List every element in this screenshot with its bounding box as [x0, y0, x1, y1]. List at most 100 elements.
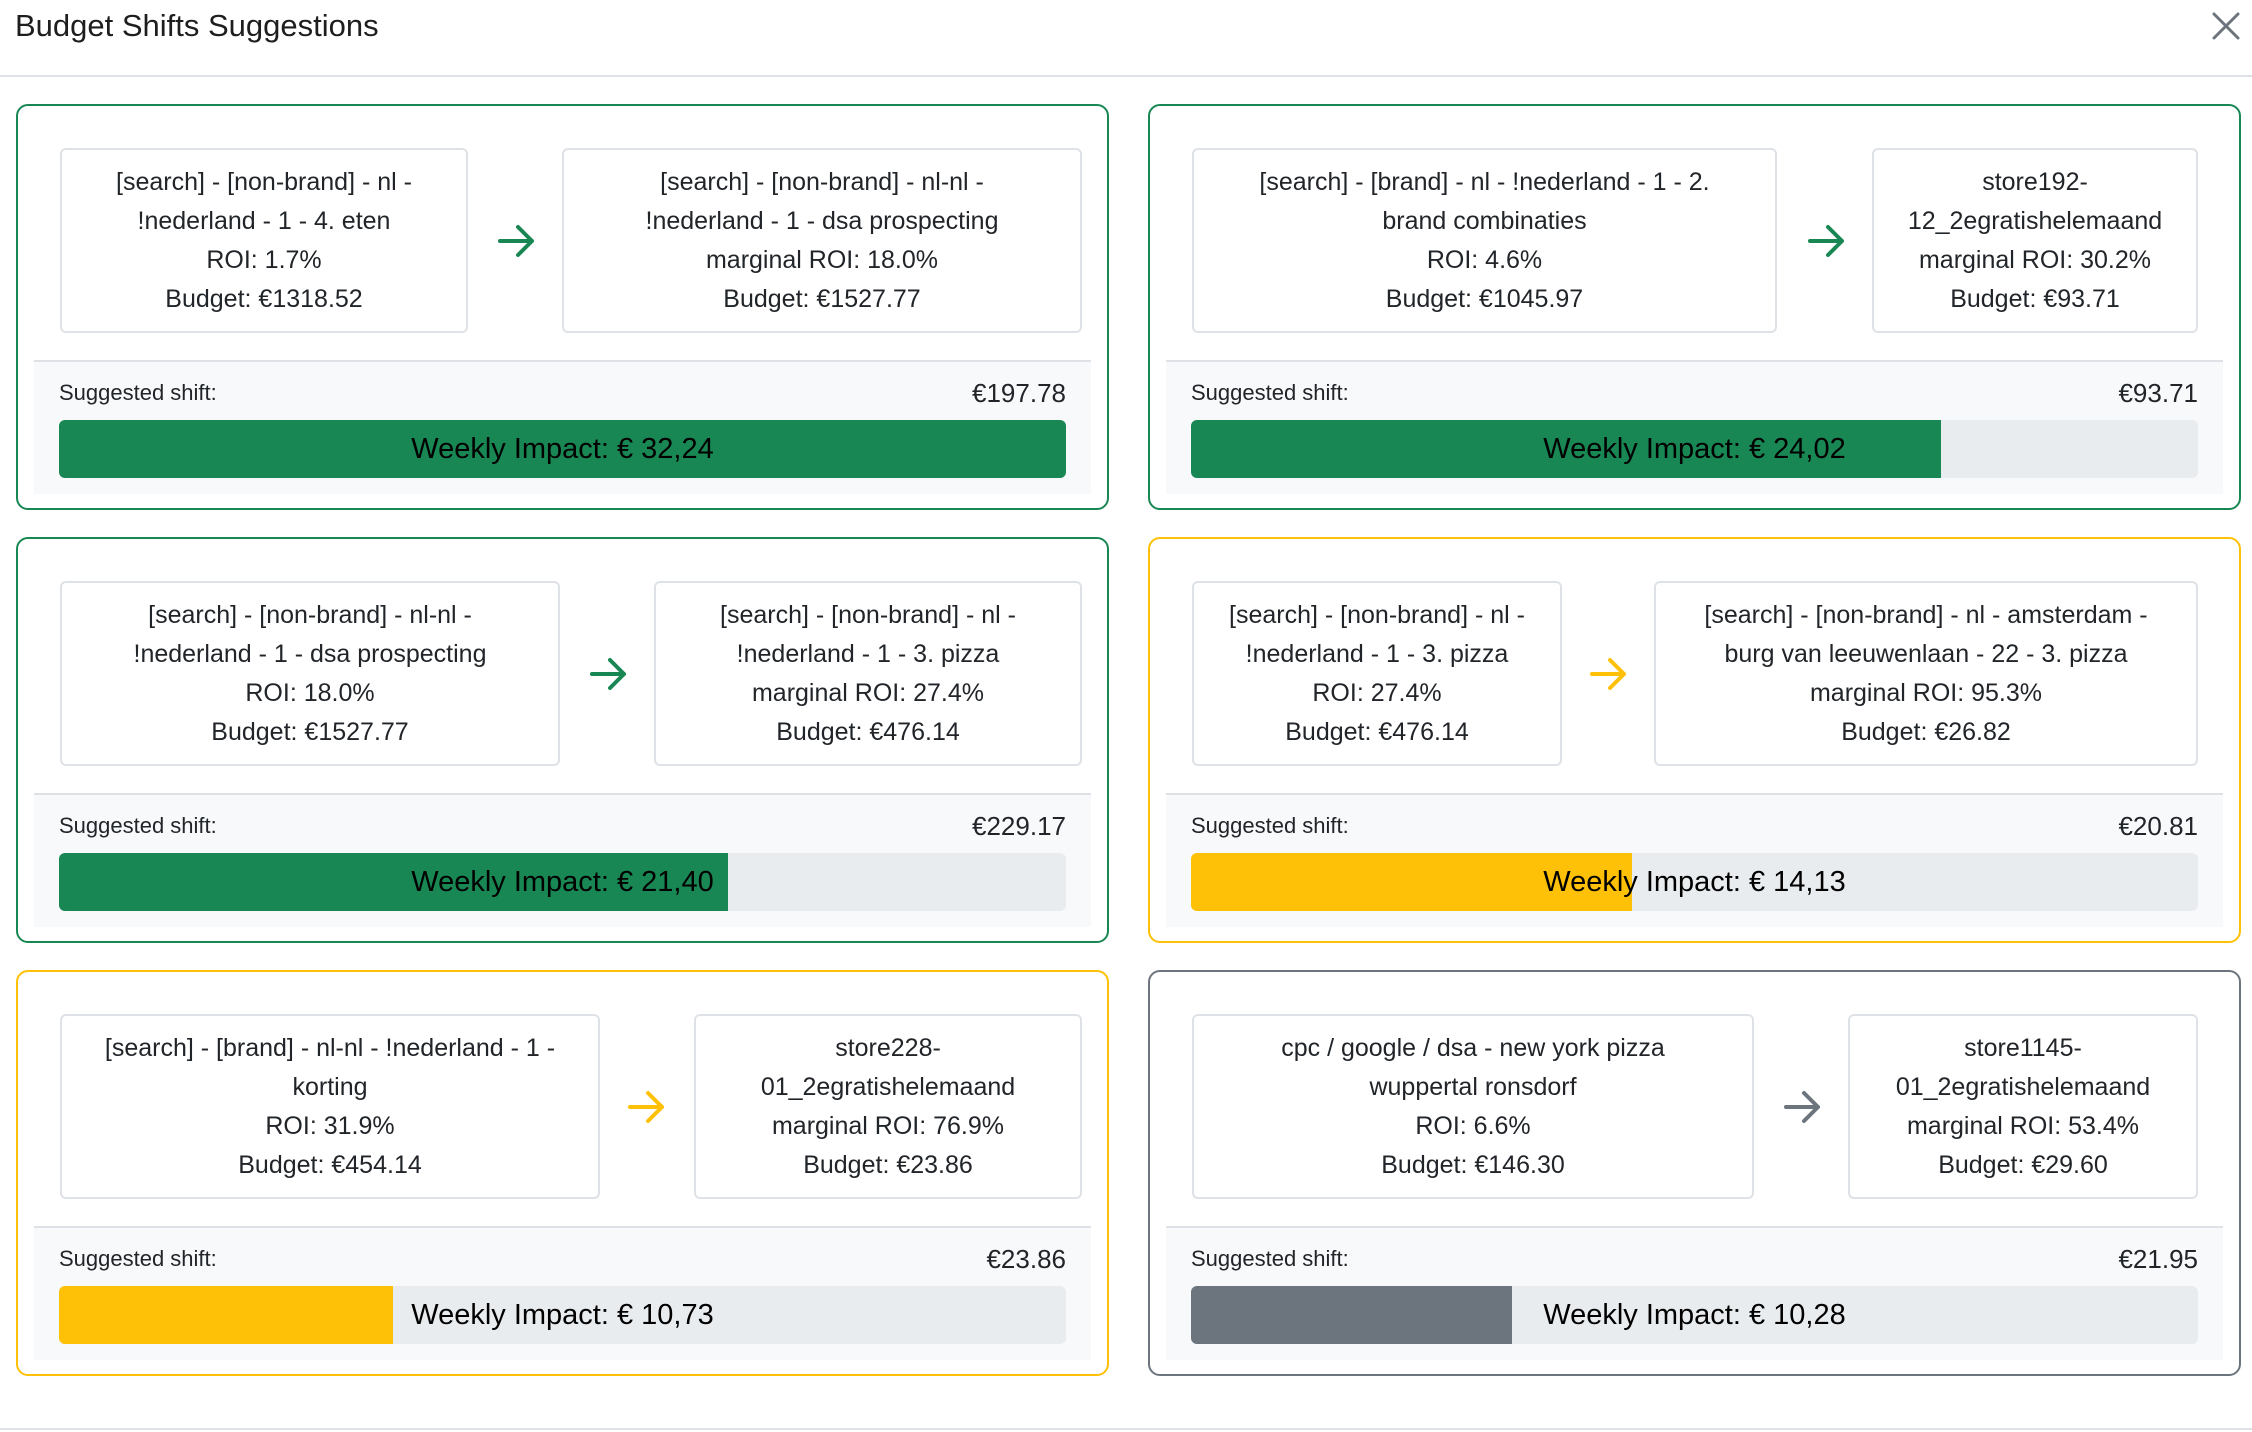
source-campaign: [search] - [non-brand] - nl-nl - !nederl…: [60, 581, 560, 766]
arrow-right-icon: [628, 1091, 664, 1123]
arrow-right-icon: [1590, 658, 1626, 690]
campaign-roi: ROI: 1.7%: [206, 245, 322, 274]
weekly-impact-progress: Weekly Impact: € 14,13: [1191, 853, 2198, 911]
target-campaign: [search] - [non-brand] - nl-nl - !nederl…: [562, 148, 1082, 333]
weekly-impact-progress: Weekly Impact: € 32,24: [59, 420, 1066, 478]
card-footer: Suggested shift: €23.86 Weekly Impact: €…: [34, 1226, 1091, 1360]
suggestion-card: [search] - [non-brand] - nl-nl - !nederl…: [16, 537, 1109, 943]
weekly-impact-label: Weekly Impact: € 10,28: [1543, 1298, 1846, 1331]
weekly-impact-label: Weekly Impact: € 10,73: [411, 1298, 714, 1331]
campaign-budget: Budget: €93.71: [1950, 284, 2120, 313]
campaign-name-line: !nederland - 1 - dsa prospecting: [133, 639, 487, 668]
campaign-name-line: [search] - [non-brand] - nl -: [720, 600, 1016, 629]
campaign-roi: marginal ROI: 95.3%: [1809, 678, 2043, 707]
campaign-roi: marginal ROI: 76.9%: [771, 1111, 1005, 1140]
progress-fill: [59, 853, 728, 911]
modal-header: Budget Shifts Suggestions: [0, 0, 2252, 77]
weekly-impact-progress: Weekly Impact: € 21,40: [59, 853, 1066, 911]
suggested-shift-value: €229.17: [972, 811, 1066, 841]
campaign-name-line: wuppertal ronsdorf: [1369, 1072, 1577, 1101]
campaign-budget: Budget: €1527.77: [211, 717, 409, 746]
campaign-roi: marginal ROI: 30.2%: [1918, 245, 2152, 274]
campaign-roi: ROI: 31.9%: [265, 1111, 395, 1140]
progress-fill: [59, 420, 1066, 478]
progress-fill: [59, 1286, 394, 1344]
campaign-roi: ROI: 6.6%: [1415, 1111, 1531, 1140]
close-icon[interactable]: [2208, 8, 2244, 44]
weekly-impact-progress: Weekly Impact: € 10,73: [59, 1286, 1066, 1344]
campaign-budget: Budget: €476.14: [1285, 717, 1469, 746]
suggested-shift-label: Suggested shift:: [59, 1246, 217, 1271]
campaign-name-line: [search] - [brand] - nl - !nederland - 1…: [1259, 167, 1710, 196]
suggested-shift-label: Suggested shift:: [1191, 1246, 1349, 1271]
source-campaign: [search] - [brand] - nl-nl - !nederland …: [60, 1014, 600, 1199]
weekly-impact-progress: Weekly Impact: € 10,28: [1191, 1286, 2198, 1344]
campaign-name-line: [search] - [non-brand] - nl -: [116, 167, 412, 196]
card-footer: Suggested shift: €197.78 Weekly Impact: …: [34, 360, 1091, 494]
target-campaign: [search] - [non-brand] - nl - amsterdam …: [1654, 581, 2198, 766]
campaign-name-line: korting: [292, 1072, 368, 1101]
suggested-shift-value: €23.86: [986, 1244, 1066, 1274]
target-campaign: store228- 01_2egratishelemaand marginal …: [694, 1014, 1082, 1199]
modal-footer-divider: [0, 1428, 2252, 1430]
campaign-name-line: brand combinaties: [1382, 206, 1587, 235]
source-campaign: [search] - [non-brand] - nl - !nederland…: [60, 148, 468, 333]
campaign-name-line: [search] - [brand] - nl-nl - !nederland …: [104, 1033, 556, 1062]
arrow-right-icon: [498, 225, 534, 257]
campaign-budget: Budget: €29.60: [1938, 1150, 2108, 1179]
campaign-budget: Budget: €26.82: [1841, 717, 2011, 746]
campaign-name-line: !nederland - 1 - 3. pizza: [1245, 639, 1509, 668]
campaign-name-line: !nederland - 1 - dsa prospecting: [645, 206, 999, 235]
suggested-shift-label: Suggested shift:: [1191, 813, 1349, 838]
campaign-budget: Budget: €454.14: [238, 1150, 422, 1179]
campaign-name-line: store228-: [835, 1033, 941, 1062]
weekly-impact-label: Weekly Impact: € 14,13: [1543, 865, 1846, 898]
card-footer: Suggested shift: €20.81 Weekly Impact: €…: [1166, 793, 2223, 927]
modal-title: Budget Shifts Suggestions: [15, 8, 379, 43]
source-campaign: cpc / google / dsa - new york pizza wupp…: [1192, 1014, 1754, 1199]
weekly-impact-progress: Weekly Impact: € 24,02: [1191, 420, 2198, 478]
weekly-impact-label: Weekly Impact: € 32,24: [411, 432, 714, 465]
campaign-name-line: cpc / google / dsa - new york pizza: [1281, 1033, 1665, 1062]
target-campaign: store192- 12_2egratishelemaand marginal …: [1872, 148, 2198, 333]
suggestion-card: [search] - [brand] - nl - !nederland - 1…: [1148, 104, 2241, 510]
campaign-roi: marginal ROI: 18.0%: [705, 245, 939, 274]
campaign-name-line: store192-: [1982, 167, 2088, 196]
campaign-budget: Budget: €1318.52: [165, 284, 363, 313]
campaign-name-line: [search] - [non-brand] - nl - amsterdam …: [1704, 600, 2148, 629]
suggested-shift-label: Suggested shift:: [59, 813, 217, 838]
campaign-roi: ROI: 27.4%: [1312, 678, 1442, 707]
campaign-roi: marginal ROI: 27.4%: [751, 678, 985, 707]
suggestion-card: [search] - [non-brand] - nl - !nederland…: [16, 104, 1109, 510]
campaign-roi: marginal ROI: 53.4%: [1906, 1111, 2140, 1140]
card-footer: Suggested shift: €21.95 Weekly Impact: €…: [1166, 1226, 2223, 1360]
progress-fill: [1191, 853, 1633, 911]
suggested-shift-label: Suggested shift:: [59, 380, 217, 405]
campaign-name-line: store1145-: [1964, 1033, 2082, 1062]
arrow-right-icon: [1808, 225, 1844, 257]
campaign-budget: Budget: €23.86: [803, 1150, 973, 1179]
suggestion-card: [search] - [brand] - nl-nl - !nederland …: [16, 970, 1109, 1376]
target-campaign: [search] - [non-brand] - nl - !nederland…: [654, 581, 1082, 766]
campaign-name-line: 01_2egratishelemaand: [1895, 1072, 2151, 1101]
weekly-impact-label: Weekly Impact: € 21,40: [411, 865, 714, 898]
source-campaign: [search] - [non-brand] - nl - !nederland…: [1192, 581, 1562, 766]
campaign-roi: ROI: 4.6%: [1426, 245, 1543, 274]
campaign-name-line: [search] - [non-brand] - nl-nl -: [660, 167, 984, 196]
suggested-shift-label: Suggested shift:: [1191, 380, 1349, 405]
campaign-name-line: [search] - [non-brand] - nl-nl -: [148, 600, 472, 629]
suggested-shift-value: €21.95: [2118, 1244, 2198, 1274]
card-footer: Suggested shift: €93.71 Weekly Impact: €…: [1166, 360, 2223, 494]
suggestion-card: cpc / google / dsa - new york pizza wupp…: [1148, 970, 2241, 1376]
campaign-budget: Budget: €476.14: [776, 717, 960, 746]
arrow-right-icon: [590, 658, 626, 690]
campaign-name-line: burg van leeuwenlaan - 22 - 3. pizza: [1724, 639, 2128, 668]
weekly-impact-label: Weekly Impact: € 24,02: [1543, 432, 1846, 465]
campaign-name-line: [search] - [non-brand] - nl -: [1229, 600, 1525, 629]
campaign-name-line: !nederland - 1 - 3. pizza: [736, 639, 1000, 668]
card-footer: Suggested shift: €229.17 Weekly Impact: …: [34, 793, 1091, 927]
campaign-roi: ROI: 18.0%: [245, 678, 375, 707]
suggested-shift-value: €197.78: [972, 378, 1066, 408]
source-campaign: [search] - [brand] - nl - !nederland - 1…: [1192, 148, 1777, 333]
campaign-name-line: 01_2egratishelemaand: [760, 1072, 1016, 1101]
